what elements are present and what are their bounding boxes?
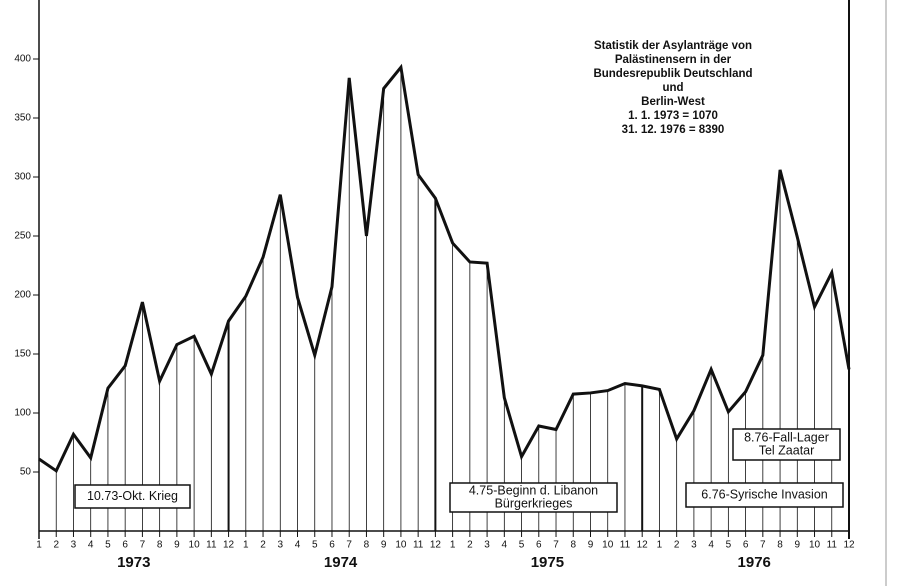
x-tick-label: 10	[809, 540, 821, 551]
x-tick-label: 7	[760, 540, 766, 551]
x-tick-label: 11	[827, 540, 838, 551]
x-tick-label: 8	[570, 540, 576, 551]
y-tick-label: 350	[14, 113, 31, 124]
x-tick-label: 3	[71, 540, 77, 551]
x-tick-label: 9	[174, 540, 180, 551]
x-tick-label: 6	[122, 540, 128, 551]
annotation-box	[685, 482, 844, 508]
x-tick-label: 5	[726, 540, 732, 551]
x-tick-label: 1	[243, 540, 249, 551]
annotation-text: Tel Zaatar	[759, 443, 815, 457]
x-tick-label: 6	[536, 540, 542, 551]
annotation-text: 8.76-Fall-Lager	[744, 430, 829, 444]
y-tick-label: 400	[14, 54, 31, 65]
x-tick-label: 5	[312, 540, 318, 551]
chart-title: 31. 12. 1976 = 8390	[622, 124, 725, 136]
x-tick-label: 8	[364, 540, 370, 551]
x-tick-label: 10	[189, 540, 201, 551]
x-tick-label: 10	[395, 540, 407, 551]
x-tick-label: 6	[743, 540, 749, 551]
x-tick-label: 12	[843, 540, 855, 551]
x-tick-label: 4	[295, 540, 301, 551]
x-tick-label: 8	[157, 540, 163, 551]
y-tick-label: 250	[14, 231, 31, 242]
x-tick-label: 4	[88, 540, 94, 551]
x-tick-label: 5	[519, 540, 525, 551]
annotation-box	[74, 484, 191, 509]
x-tick-label: 7	[553, 540, 559, 551]
chart-title: Statistik der Asylanträge von	[594, 40, 752, 52]
x-tick-label: 10	[602, 540, 614, 551]
x-tick-label: 1	[450, 540, 456, 551]
x-tick-label: 5	[105, 540, 111, 551]
x-tick-label: 11	[620, 540, 631, 551]
x-tick-label: 3	[277, 540, 283, 551]
data-line	[38, 63, 851, 474]
x-tick-label: 11	[413, 540, 424, 551]
annotation-text: Bürgerkrieges	[495, 496, 573, 510]
y-tick-label: 100	[14, 408, 31, 419]
x-tick-label: 11	[206, 540, 217, 551]
x-tick-label: 1	[36, 540, 42, 551]
x-tick-label: 12	[430, 540, 442, 551]
x-tick-label: 2	[53, 540, 59, 551]
year-label: 1975	[531, 554, 564, 571]
year-label: 1973	[117, 554, 150, 571]
x-tick-label: 9	[588, 540, 594, 551]
annotation-box	[449, 482, 618, 513]
x-tick-label: 12	[637, 540, 649, 551]
x-tick-label: 1	[657, 540, 663, 551]
chart-title: Palästinensern in der	[615, 54, 732, 66]
annotation-box	[732, 428, 841, 461]
chart-title: Berlin-West	[641, 96, 705, 108]
year-label: 1974	[324, 554, 358, 571]
annotation-text: 4.75-Beginn d. Libanon	[469, 483, 598, 497]
y-tick-label: 150	[14, 349, 31, 360]
annotation-text: 6.76-Syrische Invasion	[701, 487, 828, 501]
chart-title: Bundesrepublik Deutschland	[593, 68, 752, 80]
x-tick-label: 3	[484, 540, 490, 551]
x-tick-label: 8	[777, 540, 783, 551]
x-tick-label: 9	[381, 540, 387, 551]
x-tick-label: 7	[140, 540, 146, 551]
x-tick-label: 9	[795, 540, 801, 551]
y-tick-label: 300	[14, 172, 31, 183]
x-tick-label: 6	[329, 540, 335, 551]
chart-title: und	[662, 82, 683, 94]
chart-title: 1. 1. 1973 = 1070	[628, 110, 718, 122]
x-tick-label: 12	[223, 540, 235, 551]
x-tick-label: 2	[674, 540, 680, 551]
x-tick-label: 3	[691, 540, 697, 551]
x-tick-label: 4	[708, 540, 714, 551]
year-label: 1976	[738, 554, 771, 571]
x-tick-label: 4	[502, 540, 508, 551]
x-tick-label: 2	[260, 540, 266, 551]
x-tick-label: 7	[346, 540, 352, 551]
x-tick-label: 2	[467, 540, 473, 551]
annotation-text: 10.73-Okt. Krieg	[87, 489, 178, 503]
y-tick-label: 50	[20, 467, 32, 478]
y-tick-label: 200	[14, 290, 31, 301]
